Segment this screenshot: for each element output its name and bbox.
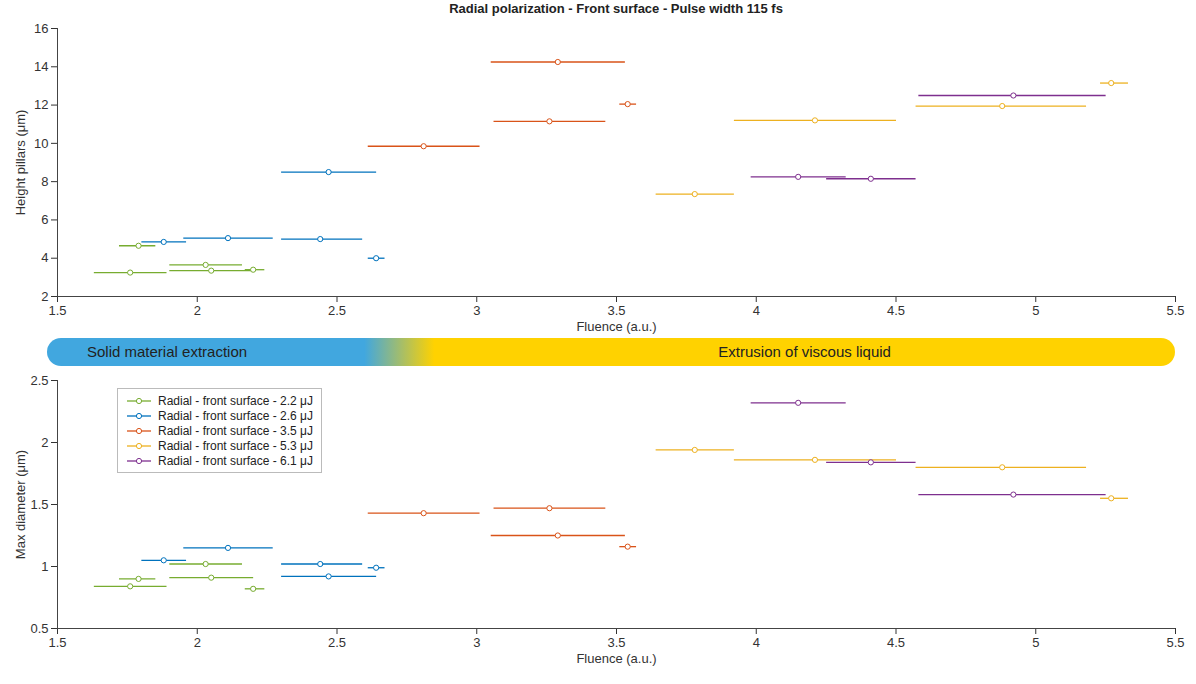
html-text:Solid material extraction: Solid material extraction <box>87 343 248 360</box>
svg-text:8: 8 <box>41 174 48 189</box>
html-text:Radial polarization - Front su: Radial polarization - Front surface - Pu… <box>449 1 783 16</box>
svg-text:14: 14 <box>34 59 48 74</box>
svg-text:Fluence (a.u.): Fluence (a.u.) <box>576 319 656 334</box>
svg-text:1.5: 1.5 <box>48 635 66 650</box>
svg-text:2: 2 <box>194 635 201 650</box>
svg-text:1.5: 1.5 <box>48 303 66 318</box>
svg-text:4: 4 <box>41 250 48 265</box>
svg-text:Fluence (a.u.): Fluence (a.u.) <box>576 651 656 666</box>
svg-text:2: 2 <box>194 303 201 318</box>
svg-text:3: 3 <box>473 635 480 650</box>
html-text:Radial - front surface - 5.3 μ: Radial - front surface - 5.3 μJ <box>158 438 313 453</box>
svg-text:12: 12 <box>34 97 48 112</box>
svg-text:2: 2 <box>41 289 48 304</box>
svg-text:2.5: 2.5 <box>328 303 346 318</box>
svg-text:16: 16 <box>34 21 48 36</box>
svg-text:2.5: 2.5 <box>30 373 48 388</box>
svg-text:Max diameter (μm): Max diameter (μm) <box>13 450 28 559</box>
svg-text:5: 5 <box>1032 635 1039 650</box>
svg-text:10: 10 <box>34 136 48 151</box>
svg-text:2: 2 <box>41 435 48 450</box>
svg-text:4.5: 4.5 <box>887 635 905 650</box>
html-text:Radial - front surface - 3.5 μ: Radial - front surface - 3.5 μJ <box>158 423 313 438</box>
svg-text:4: 4 <box>753 303 760 318</box>
html-text:Radial - front surface - 6.1 μ: Radial - front surface - 6.1 μJ <box>158 453 313 468</box>
svg-text:3: 3 <box>473 303 480 318</box>
svg-text:4.5: 4.5 <box>887 303 905 318</box>
svg-text:1.5: 1.5 <box>30 497 48 512</box>
svg-text:5.5: 5.5 <box>1166 303 1184 318</box>
svg-text:0.5: 0.5 <box>30 621 48 636</box>
svg-text:4: 4 <box>753 635 760 650</box>
svg-text:5.5: 5.5 <box>1166 635 1184 650</box>
svg-text:3.5: 3.5 <box>607 303 625 318</box>
html-text:Radial - front surface - 2.6 μ: Radial - front surface - 2.6 μJ <box>158 408 313 423</box>
svg-text:1: 1 <box>41 559 48 574</box>
svg-text:6: 6 <box>41 212 48 227</box>
svg-text:Height pillars (μm): Height pillars (μm) <box>13 110 28 216</box>
svg-text:5: 5 <box>1032 303 1039 318</box>
svg-text:2.5: 2.5 <box>328 635 346 650</box>
html-text:Radial - front surface - 2.2 μ: Radial - front surface - 2.2 μJ <box>158 393 313 408</box>
html-text:Extrusion of viscous liquid: Extrusion of viscous liquid <box>718 343 891 360</box>
svg-text:3.5: 3.5 <box>607 635 625 650</box>
